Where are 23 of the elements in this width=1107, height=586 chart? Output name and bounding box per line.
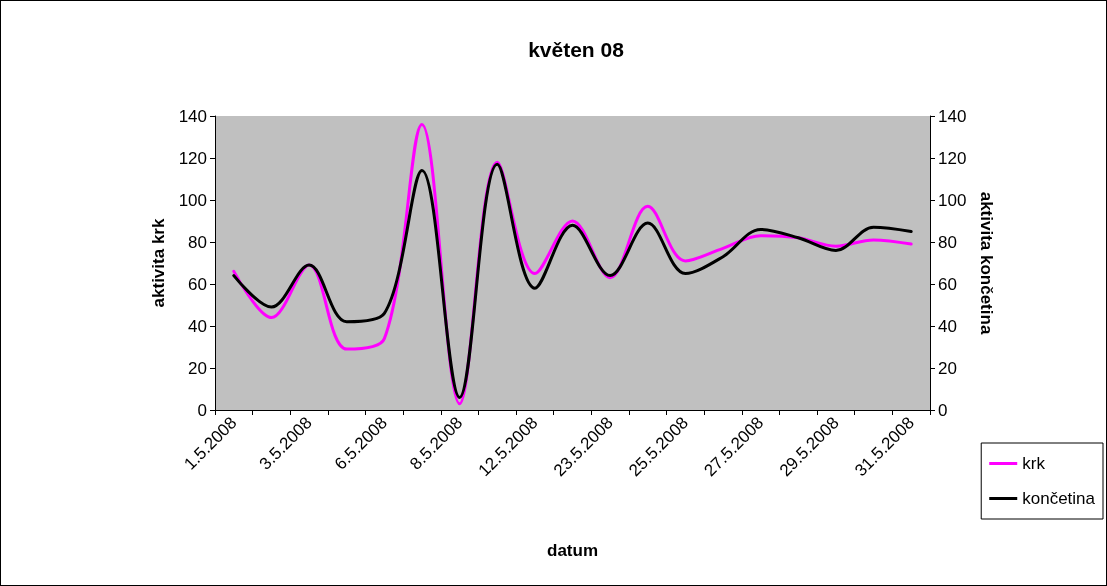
legend-label: končetina	[1022, 489, 1096, 508]
line-series	[232, 162, 913, 399]
y-tick-label: 80	[188, 232, 207, 252]
y-tick-label: 0	[197, 400, 207, 420]
y2-tick-label: 20	[938, 358, 957, 378]
chart-title: květen 08	[528, 38, 625, 61]
y2-tick-label: 120	[938, 148, 967, 168]
y-tick-label: 60	[188, 274, 207, 294]
y2-tick-label: 140	[938, 106, 967, 126]
y2-tick-label: 0	[938, 400, 948, 420]
y-tick-label: 40	[188, 316, 207, 336]
y-tick-label: 100	[178, 190, 207, 210]
x-axis-title: datum	[547, 541, 598, 560]
y2-tick-label: 100	[938, 190, 967, 210]
y-tick-label: 120	[178, 148, 207, 168]
y2-tick-label: 60	[938, 274, 957, 294]
y-tick-label: 140	[178, 106, 207, 126]
y2-axis-title: aktivita končetina	[977, 191, 996, 335]
y2-tick-label: 40	[938, 316, 957, 336]
y-axis-title: aktivita krk	[149, 218, 168, 308]
legend-label: krk	[1022, 454, 1046, 473]
y-tick-label: 20	[188, 358, 207, 378]
y2-tick-label: 80	[938, 232, 957, 252]
